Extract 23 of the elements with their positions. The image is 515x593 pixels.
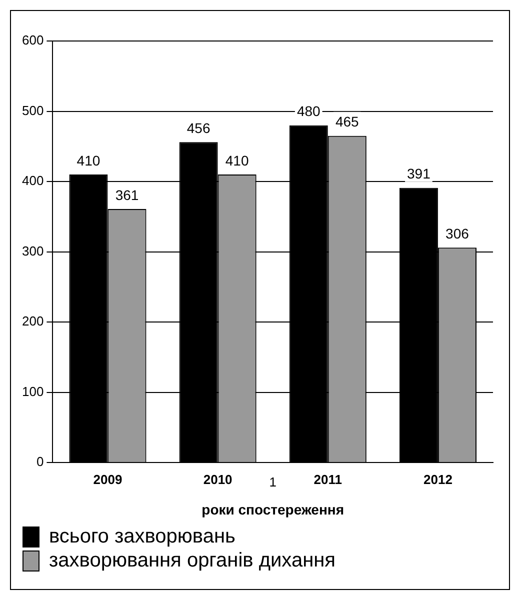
y-tick-label: 400 xyxy=(22,173,44,188)
x-tick-label: 2009 xyxy=(93,472,122,487)
data-label: 480 xyxy=(296,103,321,120)
y-tick-label: 200 xyxy=(22,314,44,329)
data-label: 456 xyxy=(186,120,210,136)
y-tick-label: 0 xyxy=(36,454,44,470)
legend-label: всього захворювань xyxy=(49,526,236,548)
data-label: 391 xyxy=(407,166,431,182)
data-label: 306 xyxy=(446,225,470,242)
x-tick-label: 2012 xyxy=(424,472,452,487)
x-axis-title: роки спостереження xyxy=(202,501,344,518)
x-tick-label: 2011 xyxy=(314,472,342,487)
data-label: 410 xyxy=(225,152,249,168)
y-tick-label: 500 xyxy=(22,102,44,118)
x-tick-label: 2010 xyxy=(203,472,232,487)
text: 1 xyxy=(269,474,276,490)
y-tick-label: 600 xyxy=(22,32,44,48)
data-label: 465 xyxy=(335,114,360,130)
data-label: 410 xyxy=(76,152,100,168)
y-tick-label: 100 xyxy=(22,384,44,399)
legend-label: захворювання органів дихання xyxy=(49,550,336,572)
y-tick-label: 300 xyxy=(22,243,44,258)
data-label: 361 xyxy=(115,186,139,203)
